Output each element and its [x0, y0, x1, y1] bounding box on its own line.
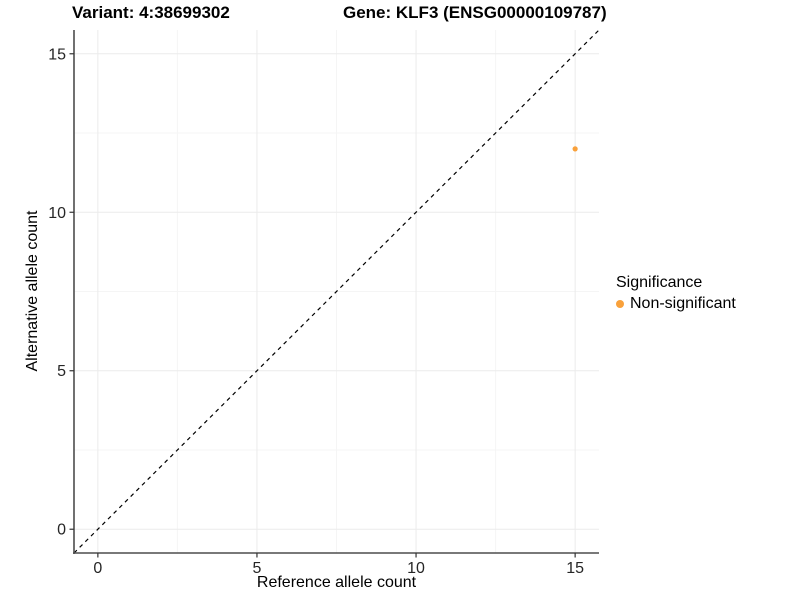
data-point: [572, 146, 578, 152]
legend-title: Significance: [616, 274, 703, 291]
legend: Significance Non-significant: [616, 274, 736, 313]
x-tick-label: 10: [407, 560, 425, 577]
x-tick-label: 0: [93, 560, 102, 577]
x-tick-label: 15: [566, 560, 584, 577]
plot-title-gene: Gene: KLF3 (ENSG00000109787): [343, 3, 607, 22]
x-tick-label: 5: [253, 560, 262, 577]
y-tick-label: 0: [57, 522, 66, 539]
y-tick-label: 15: [48, 46, 66, 63]
plot-title-variant: Variant: 4:38699302: [72, 3, 230, 22]
y-tick-label: 10: [48, 205, 66, 222]
y-tick-label: 5: [57, 363, 66, 380]
legend-item-label: Non-significant: [630, 295, 736, 312]
y-axis-title: Alternative allele count: [24, 210, 41, 372]
identity-dashed-line: [73, 29, 600, 554]
legend-point-icon: [616, 300, 624, 308]
x-axis-title: Reference allele count: [256, 574, 417, 591]
legend-item: Non-significant: [616, 295, 736, 313]
